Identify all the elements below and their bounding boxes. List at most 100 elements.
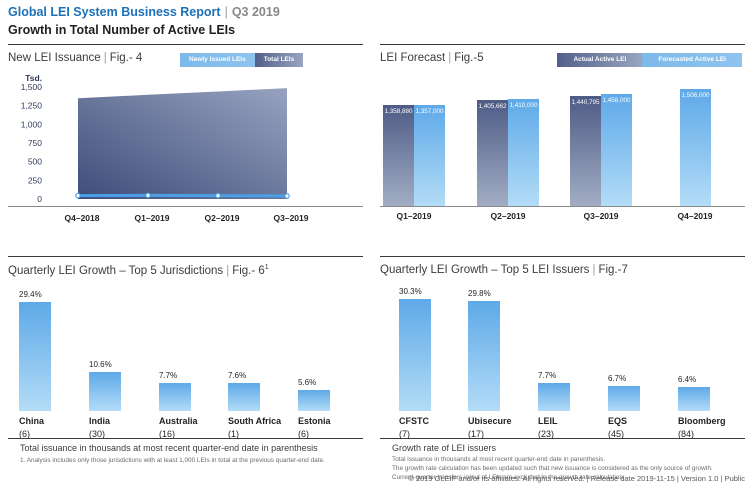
bar-value-label: 6.7% <box>608 374 627 384</box>
fig7-bar-chart: 30.3% CFSTC (7) 29.8% Ubisecure (17) 7.7% LEIL (… <box>380 279 745 439</box>
report-title: Global LEI System Business Report | Q3 201… <box>8 5 280 19</box>
x-axis-line <box>380 206 745 207</box>
y-tick-label: 1,250 <box>21 101 43 111</box>
newly-issued-leis-line <box>77 193 288 198</box>
category-label: Australia <box>159 416 198 426</box>
copyright-line: © 2019 GLEIF and/or its affiliates. All … <box>408 474 745 483</box>
x-tick-label: Q1–2019 <box>396 211 432 221</box>
x-tick-label: Q3–2019 <box>583 211 619 221</box>
fig7-footer-line1: Total issuance in thousands at most rece… <box>392 456 606 463</box>
category-total-label: (6) <box>298 429 309 439</box>
x-tick-label: Q1–2019 <box>135 213 170 223</box>
bar-australia <box>159 382 191 411</box>
fig4-number: Fig.- 4 <box>109 52 143 64</box>
x-tick-label: Q3–2019 <box>274 213 309 223</box>
legend-total-leis: Total LEIs <box>254 53 304 67</box>
legend-actual-active-lei: Actual Active LEI <box>557 53 643 67</box>
category-label: China <box>19 416 45 426</box>
fig5-bar-chart: 1,358,880 1,357,000 Q1–2019 1,405,662 1,410,… <box>380 71 745 229</box>
panel-lei-forecast: LEI Forecast | Fig.-5 Actual Active LEI Fo… <box>380 44 745 231</box>
category-label: EQS <box>608 416 628 426</box>
report-title-text: Global LEI System Business Report <box>8 5 221 19</box>
category-label: Estonia <box>298 416 331 426</box>
fig6-title-separator: | <box>226 264 230 277</box>
bar-q1–2019-actual <box>383 104 414 206</box>
report-period: Q3 2019 <box>231 5 280 19</box>
bar-value-label: 29.4% <box>19 290 42 300</box>
bar-bloomberg <box>678 387 710 411</box>
fig6-footnote-marker: 1 <box>264 264 269 271</box>
bar-q3–2019-forecast <box>601 94 632 206</box>
data-point-marker <box>145 192 151 199</box>
y-tick-label: 250 <box>28 175 42 185</box>
bar-q2–2019-forecast <box>508 99 539 206</box>
x-tick-label: Q2–2019 <box>490 211 526 221</box>
category-total-label: (30) <box>89 429 106 439</box>
y-tick-label: 750 <box>28 138 42 148</box>
fig5-title-separator: | <box>448 52 452 64</box>
bar-value-label: 10.6% <box>89 359 112 369</box>
fig4-title-separator: | <box>103 52 107 64</box>
fig6-footnote: 1. Analysis includes only those jurisdic… <box>20 457 325 464</box>
x-tick-label: Q2–2019 <box>205 213 240 223</box>
bar-china <box>19 302 51 411</box>
fig5-title-text: LEI Forecast <box>380 52 446 64</box>
bar-value-label: 1,357,000 <box>415 108 444 116</box>
category-total-label: (7) <box>399 429 410 439</box>
bar-q4–2019-forecast <box>680 89 711 206</box>
category-label: CFSTC <box>399 416 429 426</box>
category-label: Bloomberg <box>678 416 726 426</box>
fig6-title-text: Quarterly LEI Growth – Top 5 Jurisdictio… <box>8 264 224 277</box>
fig6-number: Fig.- 6 <box>232 264 265 277</box>
bar-q2–2019-actual <box>477 99 508 206</box>
bar-value-label: 7.7% <box>538 370 557 380</box>
title-separator: | <box>224 5 228 19</box>
bar-south-africa <box>228 382 260 411</box>
fig5-title: LEI Forecast | Fig.-5 <box>380 52 484 64</box>
fig6-bar-chart: 29.4% China (6) 10.6% India (30) 7.7% Australia… <box>8 279 363 439</box>
category-total-label: (17) <box>468 429 485 439</box>
bar-cfstc <box>399 298 431 411</box>
report-header: Global LEI System Business Report | Q3 201… <box>8 5 280 37</box>
bar-value-label: 29.8% <box>468 288 491 298</box>
category-label: India <box>89 416 111 426</box>
panel-new-lei-issuance: New LEI Issuance | Fig.- 4 Newly Issued LE… <box>8 44 363 231</box>
bar-ubisecure <box>468 300 500 411</box>
data-point-marker <box>284 193 290 199</box>
fig4-title-text: New LEI Issuance <box>8 52 101 64</box>
x-tick-label: Q4–2019 <box>677 211 713 221</box>
legend-forecasted-active-lei: Forecasted Active LEI <box>642 53 742 67</box>
fig4-area-chart: Tsd. 1,500 1,250 1,000 750 500 250 0 Q4–2018 Q1–2… <box>8 71 363 229</box>
bar-value-label: 1,410,000 <box>509 102 538 110</box>
bar-value-label: 1,458,000 <box>602 97 631 105</box>
category-label: Ubisecure <box>468 416 512 426</box>
category-total-label: (16) <box>159 429 176 439</box>
category-total-label: (45) <box>608 429 625 439</box>
bar-india <box>89 371 121 411</box>
category-total-label: (1) <box>228 429 239 439</box>
panel-top5-jurisdictions: Quarterly LEI Growth – Top 5 Jurisdictio… <box>8 256 363 487</box>
y-tick-label: 1,000 <box>21 119 43 129</box>
report-subtitle: Growth in Total Number of Active LEIs <box>8 23 236 37</box>
x-tick-label: Q4–2018 <box>65 213 100 223</box>
fig7-title-separator: | <box>592 264 596 276</box>
category-total-label: (84) <box>678 429 695 439</box>
total-leis-area <box>78 88 287 199</box>
fig7-footer-title: Growth rate of LEI issuers <box>392 443 497 453</box>
y-axis-unit-label: Tsd. <box>25 73 42 83</box>
fig5-legend: Actual Active LEI Forecasted Active LEI <box>557 53 742 67</box>
bar-eqs <box>608 386 640 411</box>
data-point-marker <box>215 192 221 199</box>
fig4-legend: Newly Issued LEIs Total LEIs <box>180 53 304 67</box>
fig7-footer-divider <box>380 438 745 439</box>
bar-value-label: 7.6% <box>228 370 247 380</box>
fig6-title: Quarterly LEI Growth – Top 5 Jurisdictio… <box>8 264 269 277</box>
category-label: LEIL <box>538 416 558 426</box>
bar-value-label: 6.4% <box>678 375 697 385</box>
y-tick-label: 500 <box>28 157 42 167</box>
fig4-title: New LEI Issuance | Fig.- 4 <box>8 52 142 64</box>
bar-value-label: 5.6% <box>298 378 317 388</box>
fig7-title-text: Quarterly LEI Growth – Top 5 LEI Issuers <box>380 264 590 276</box>
bar-value-label: 30.3% <box>399 286 422 296</box>
